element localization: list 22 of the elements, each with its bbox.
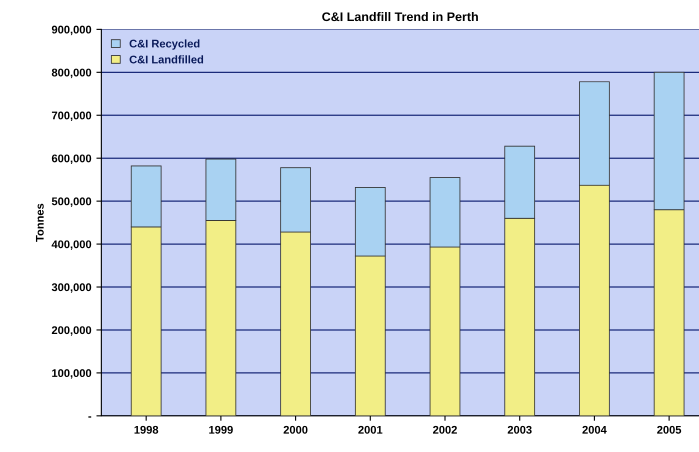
y-tick-label: 300,000 bbox=[52, 283, 92, 293]
y-tick-label: 100,000 bbox=[52, 369, 92, 379]
chart-title: C&I Landfill Trend in Perth bbox=[322, 12, 478, 22]
y-axis-title: Tonnes bbox=[36, 204, 44, 242]
legend-label: C&I Recycled bbox=[130, 39, 200, 50]
y-tick-label: 500,000 bbox=[52, 197, 92, 207]
x-tick-label: 1998 bbox=[134, 426, 158, 434]
x-tick-label: 2001 bbox=[358, 426, 382, 434]
x-tick-label: 2000 bbox=[284, 426, 308, 434]
x-tick-label: 2004 bbox=[582, 426, 607, 434]
x-tick-label: 1999 bbox=[209, 426, 233, 434]
y-tick-label: 800,000 bbox=[52, 68, 92, 78]
x-tick-label: 2003 bbox=[508, 426, 532, 434]
x-tick-label: 2002 bbox=[433, 426, 457, 434]
y-tick-label: 200,000 bbox=[52, 326, 92, 336]
y-tick-label: 600,000 bbox=[52, 154, 92, 164]
y-tick-label: - bbox=[88, 416, 92, 418]
y-tick-label: 400,000 bbox=[52, 240, 92, 250]
legend-label: C&I Landfilled bbox=[130, 55, 204, 64]
x-tick-label: 2005 bbox=[657, 426, 682, 434]
y-tick-label: 700,000 bbox=[52, 112, 92, 122]
y-tick-label: 900,000 bbox=[52, 26, 92, 36]
